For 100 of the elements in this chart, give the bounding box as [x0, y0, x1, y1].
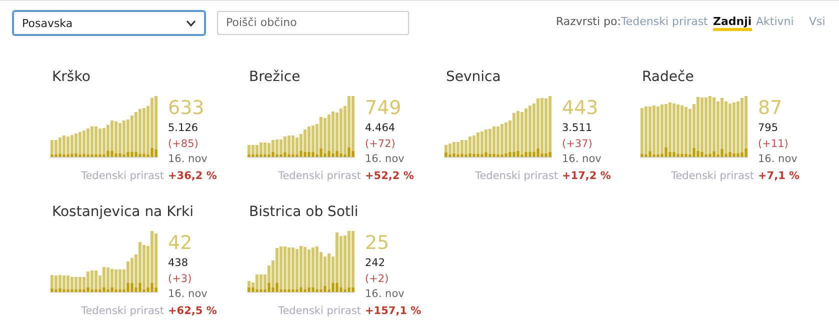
text: (+85)	[168, 138, 198, 150]
bar	[468, 153, 472, 157]
bar	[660, 104, 664, 154]
bar	[504, 122, 508, 154]
text: Vsi	[809, 15, 826, 28]
bar	[720, 149, 724, 157]
chart-title: Radeče	[642, 69, 694, 85]
bar	[508, 152, 512, 157]
bar	[126, 119, 130, 152]
bar	[142, 154, 146, 157]
bar	[492, 154, 496, 157]
bar	[150, 282, 154, 292]
bar	[504, 153, 508, 157]
bar	[130, 116, 134, 152]
bar	[708, 96, 712, 154]
text: Tedenski prirast	[475, 170, 558, 182]
bar	[288, 248, 290, 290]
bar	[300, 150, 302, 157]
text: 443	[562, 97, 598, 119]
bar	[284, 152, 286, 157]
bar	[304, 152, 306, 157]
bar	[328, 114, 330, 151]
bar	[332, 282, 334, 292]
bar	[252, 144, 254, 155]
text: 16. nov	[562, 153, 602, 165]
bar	[114, 270, 118, 290]
bar	[548, 96, 552, 152]
text: 242	[365, 257, 386, 269]
bar	[672, 104, 676, 152]
bar	[324, 286, 326, 292]
text: 42	[168, 232, 192, 254]
bar	[154, 234, 158, 288]
bar	[308, 249, 310, 288]
text: 795	[758, 122, 778, 134]
text: Razvrsti po:	[556, 15, 621, 28]
bar	[256, 144, 258, 155]
bar	[548, 152, 552, 157]
bar	[696, 96, 700, 151]
bar	[58, 288, 62, 292]
bar	[248, 288, 250, 292]
text: 16. nov	[365, 153, 404, 165]
text: 749	[365, 97, 402, 119]
bar	[154, 150, 158, 157]
bar	[300, 246, 302, 288]
bar	[260, 274, 262, 290]
bar	[74, 133, 78, 154]
bar	[340, 236, 342, 288]
bar	[252, 288, 254, 292]
bar	[340, 153, 342, 157]
bar	[300, 134, 302, 151]
bar	[480, 131, 484, 154]
bar	[512, 152, 516, 157]
bar	[284, 136, 286, 153]
text: (+11)	[758, 138, 788, 150]
bar	[66, 136, 70, 155]
bar	[312, 125, 314, 152]
text: 633	[168, 97, 204, 119]
bar	[268, 143, 270, 155]
text: Tedenski prirast	[621, 15, 708, 28]
bar	[54, 276, 58, 290]
bar	[332, 111, 334, 154]
bar	[728, 104, 732, 152]
bar	[138, 108, 142, 154]
text: +157,1 %	[365, 305, 422, 317]
bar	[488, 154, 492, 157]
bar	[648, 152, 652, 157]
bar	[142, 108, 146, 154]
bar	[700, 97, 704, 152]
bar	[540, 98, 544, 154]
bar	[292, 136, 294, 155]
text: (+72)	[365, 138, 396, 150]
bar	[444, 152, 448, 157]
bar	[90, 270, 94, 290]
text: 25	[365, 232, 390, 254]
bar	[70, 276, 74, 290]
bar	[528, 105, 532, 152]
text: +17,2 %	[562, 170, 611, 182]
bar	[114, 153, 118, 157]
bar	[740, 98, 744, 153]
text: +52,2 %	[365, 170, 414, 182]
bar	[672, 152, 676, 157]
bar	[516, 150, 520, 157]
bar	[320, 148, 322, 157]
bar	[58, 274, 62, 288]
bar	[724, 102, 728, 154]
bar	[744, 148, 748, 157]
bar	[74, 153, 78, 157]
bar	[134, 152, 138, 157]
bar	[348, 288, 350, 292]
text: (+2)	[365, 273, 389, 285]
bar	[106, 268, 110, 290]
text: Tedenski prirast	[671, 170, 754, 182]
bar	[676, 104, 680, 154]
bar	[304, 130, 306, 152]
text: Zadnji	[713, 15, 752, 31]
bar	[90, 126, 94, 155]
bar	[308, 288, 310, 292]
bar	[268, 282, 270, 292]
bar	[352, 96, 354, 151]
text: 87	[758, 97, 782, 119]
